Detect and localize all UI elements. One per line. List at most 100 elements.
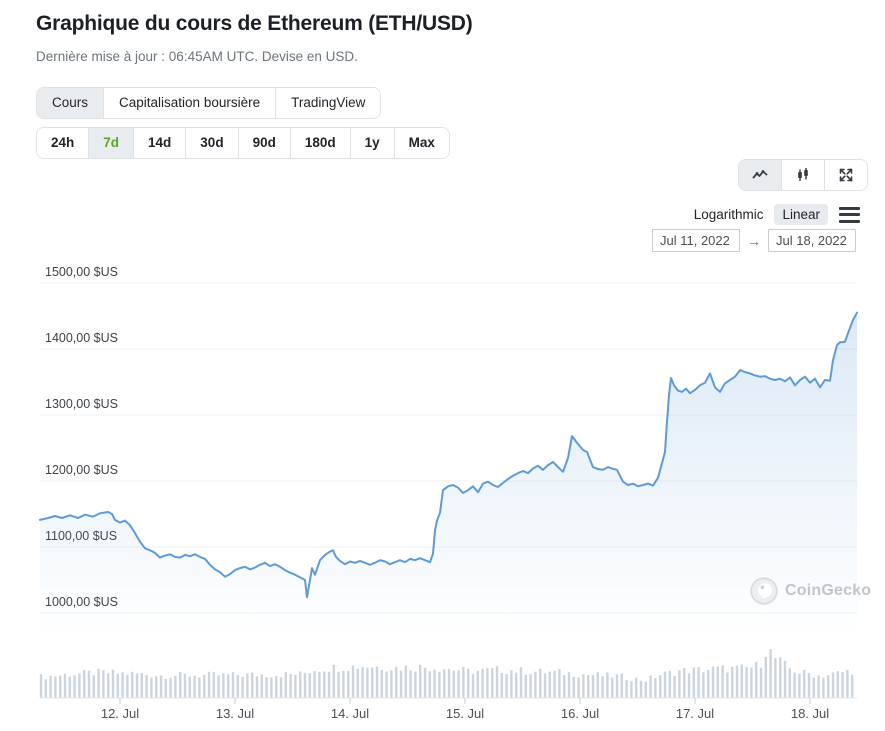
- date-range-row: →: [652, 229, 856, 252]
- volume-bar: [563, 675, 566, 698]
- volume-bar: [615, 674, 619, 698]
- range-180d[interactable]: 180d: [289, 128, 350, 159]
- scale-logarithmic[interactable]: Logarithmic: [693, 207, 764, 223]
- volume-bar: [193, 675, 196, 698]
- volume-bar: [183, 673, 187, 698]
- volume-bar: [851, 674, 854, 698]
- scale-linear[interactable]: Linear: [774, 204, 828, 226]
- volume-bar: [217, 675, 220, 698]
- volume-bar: [683, 668, 686, 698]
- volume-bar: [812, 677, 815, 698]
- volume-bar: [476, 670, 479, 698]
- range-max[interactable]: Max: [393, 128, 449, 159]
- volume-bar: [539, 668, 542, 698]
- volume-bar: [745, 667, 748, 698]
- volume-bar: [596, 672, 599, 698]
- candlestick-button[interactable]: [781, 160, 824, 190]
- volume-bar: [755, 662, 758, 698]
- tab-tradingview[interactable]: TradingView: [275, 88, 381, 119]
- tab-capitalisation-boursi-re[interactable]: Capitalisation boursière: [103, 88, 276, 119]
- x-axis-label: 15. Jul: [446, 706, 484, 721]
- volume-bar: [687, 673, 691, 698]
- volume-bar: [764, 656, 767, 698]
- volume-bar: [126, 674, 129, 698]
- volume-bar: [457, 670, 460, 698]
- time-range-tabs: 24h 7d 14d 30d 90d 180d 1y Max: [36, 127, 450, 160]
- volume-bar: [111, 669, 115, 698]
- volume-bar: [83, 669, 86, 698]
- page-title: Graphique du cours de Ethereum (ETH/USD): [36, 12, 473, 35]
- volume-bar: [630, 681, 633, 698]
- volume-bar: [841, 672, 844, 698]
- volume-bar: [491, 668, 494, 698]
- volume-bar: [452, 670, 455, 698]
- volume-bar: [644, 681, 647, 698]
- line-chart-button[interactable]: [739, 160, 781, 190]
- volume-bar: [524, 674, 527, 698]
- volume-bar: [471, 674, 475, 698]
- volume-bar: [212, 672, 215, 698]
- volume-bar: [822, 677, 825, 698]
- menu-icon[interactable]: [839, 203, 860, 227]
- volume-bar: [145, 675, 148, 698]
- volume-bar: [270, 677, 273, 698]
- volume-bar: [198, 677, 201, 698]
- volume-bar: [659, 675, 662, 698]
- volume-bar: [78, 673, 81, 698]
- date-to-input[interactable]: [768, 229, 856, 252]
- volume-bar: [54, 676, 57, 698]
- volume-bar: [39, 674, 43, 698]
- line-chart-icon: [752, 170, 768, 179]
- volume-bar: [611, 677, 614, 698]
- volume-bar: [390, 670, 393, 698]
- fullscreen-button[interactable]: [824, 160, 867, 190]
- volume-bar: [246, 673, 249, 698]
- volume-bar: [697, 667, 700, 698]
- volume-bar: [49, 675, 52, 698]
- volume-bar: [529, 674, 532, 698]
- volume-bar: [735, 665, 739, 698]
- range-7d[interactable]: 7d: [88, 128, 134, 159]
- volume-bar: [620, 673, 623, 698]
- volume-bar: [155, 676, 158, 698]
- range-14d[interactable]: 14d: [133, 128, 186, 159]
- volume-bar: [116, 673, 119, 698]
- volume-bar: [587, 675, 590, 698]
- range-1y[interactable]: 1y: [349, 128, 394, 159]
- range-90d[interactable]: 90d: [237, 128, 290, 159]
- volume-bar: [663, 671, 667, 698]
- volume-bar: [188, 676, 191, 698]
- chart-type-tabs: Cours Capitalisation boursière TradingView: [36, 87, 382, 120]
- date-from-input[interactable]: [652, 229, 740, 252]
- volume-bar: [169, 677, 172, 698]
- coingecko-logo-icon: [750, 577, 778, 605]
- chart-view-toggle: [738, 159, 868, 191]
- watermark-label: CoinGecko: [785, 582, 872, 599]
- range-24h[interactable]: 24h: [37, 128, 89, 159]
- volume-bar: [371, 667, 374, 698]
- volume-bar: [519, 667, 523, 698]
- candlestick-icon: [798, 168, 808, 181]
- volume-bar: [467, 668, 470, 698]
- x-axis-label: 18. Jul: [791, 706, 829, 721]
- volume-bar: [399, 670, 403, 698]
- volume-bar: [419, 664, 422, 698]
- volume-bar: [121, 672, 124, 698]
- volume-bar: [423, 667, 427, 698]
- tab-cours[interactable]: Cours: [37, 88, 104, 119]
- volume-bar: [495, 666, 499, 698]
- volume-bar: [179, 671, 182, 698]
- x-axis-label: 17. Jul: [676, 706, 714, 721]
- volume-bar: [59, 675, 62, 698]
- volume-bar: [548, 671, 551, 698]
- volume-bar: [711, 666, 715, 698]
- volume-bar: [505, 674, 508, 698]
- fullscreen-icon: [839, 168, 853, 182]
- volume-bar: [678, 670, 681, 698]
- volume-bar: [558, 669, 561, 698]
- volume-bar: [783, 660, 787, 698]
- range-30d[interactable]: 30d: [185, 128, 238, 159]
- volume-bar: [779, 657, 782, 698]
